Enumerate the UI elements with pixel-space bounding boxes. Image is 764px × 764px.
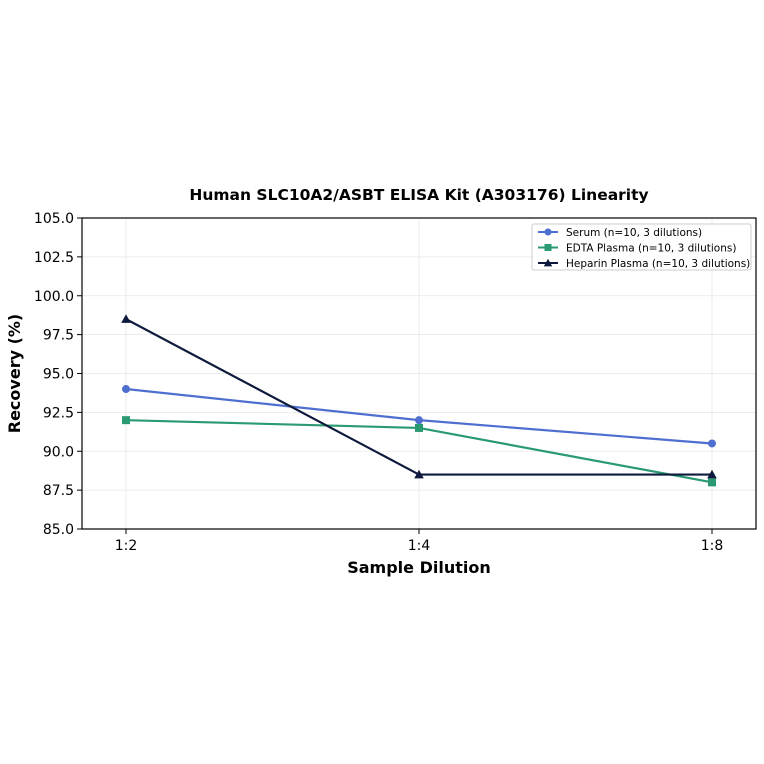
series-1 <box>122 385 716 448</box>
y-tick-label: 105.0 <box>34 211 74 227</box>
legend-item: Serum (n=10, 3 dilutions) <box>538 227 702 239</box>
series-2 <box>122 416 716 487</box>
legend-label: Heparin Plasma (n=10, 3 dilutions) <box>566 258 750 270</box>
legend-box <box>531 223 752 271</box>
x-tick-label: 1:8 <box>701 538 724 554</box>
legend-marker <box>543 258 553 267</box>
y-tick-label: 90.0 <box>43 444 74 460</box>
y-tick-label: 97.5 <box>43 328 74 344</box>
data-point <box>414 469 424 479</box>
axes: 85.0 87.5 90.0 92.5 95.0 97.5 100.0 102.5 105.0 1… <box>34 211 723 554</box>
y-tick-label: 87.5 <box>43 483 74 499</box>
data-point <box>708 478 716 487</box>
legend-item: Heparin Plasma (n=10, 3 dilutions) <box>538 258 750 270</box>
y-tick-label: 102.5 <box>34 250 74 266</box>
x-tick-label: 1:4 <box>408 538 431 554</box>
y-tick-label: 85.0 <box>43 522 74 538</box>
data-point <box>707 469 717 479</box>
data-point <box>122 416 130 425</box>
legend: Serum (n=10, 3 dilutions) EDTA Plasma (n=… <box>531 223 752 271</box>
data-point <box>415 416 423 425</box>
series-3 <box>121 314 717 479</box>
y-tick-label: 95.0 <box>43 367 74 383</box>
legend-item: EDTA Plasma (n=10, 3 dilutions) <box>538 243 736 255</box>
x-tick-label: 1:2 <box>115 538 138 554</box>
y-axis-label: Recovery (%) <box>5 314 24 433</box>
data-point <box>121 314 131 323</box>
data-point <box>708 439 716 448</box>
legend-marker <box>544 228 552 236</box>
legend-label: EDTA Plasma (n=10, 3 dilutions) <box>566 243 736 255</box>
chart-title: Human SLC10A2/ASBT ELISA Kit (A303176) L… <box>189 186 648 204</box>
y-tick-label: 100.0 <box>34 289 74 305</box>
y-tick-label: 92.5 <box>43 405 74 421</box>
legend-label: Serum (n=10, 3 dilutions) <box>566 227 702 239</box>
data-point <box>122 385 130 394</box>
data-point <box>415 423 423 432</box>
x-axis-label: Sample Dilution <box>347 558 491 577</box>
series-layer <box>121 314 717 487</box>
legend-marker <box>544 244 552 251</box>
